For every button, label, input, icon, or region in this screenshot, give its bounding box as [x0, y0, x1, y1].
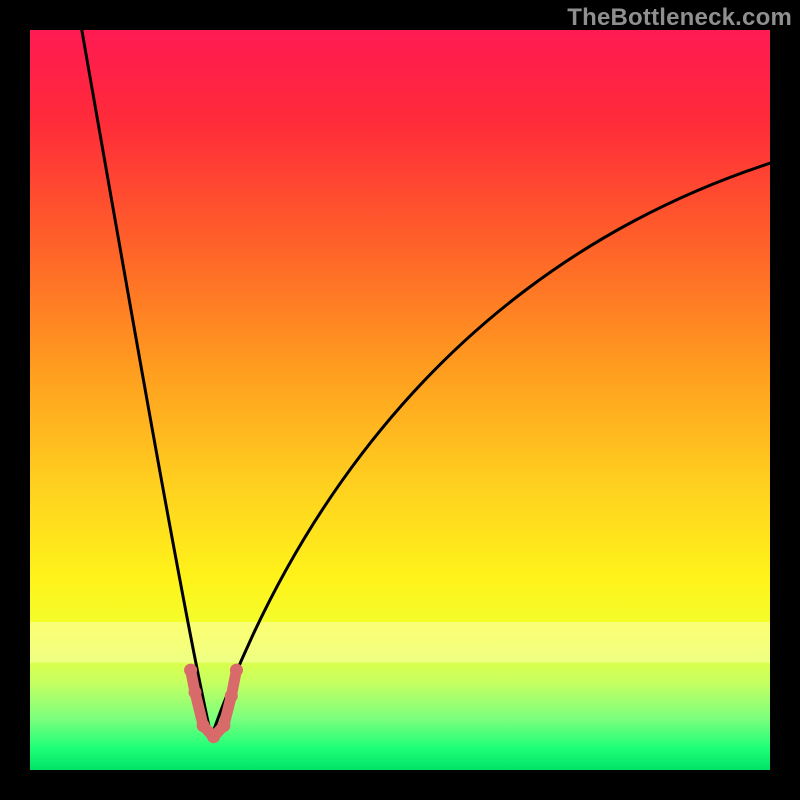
- outer-frame: TheBottleneck.com: [0, 0, 800, 800]
- bottleneck-chart: [0, 0, 800, 800]
- watermark-text: TheBottleneck.com: [567, 4, 792, 32]
